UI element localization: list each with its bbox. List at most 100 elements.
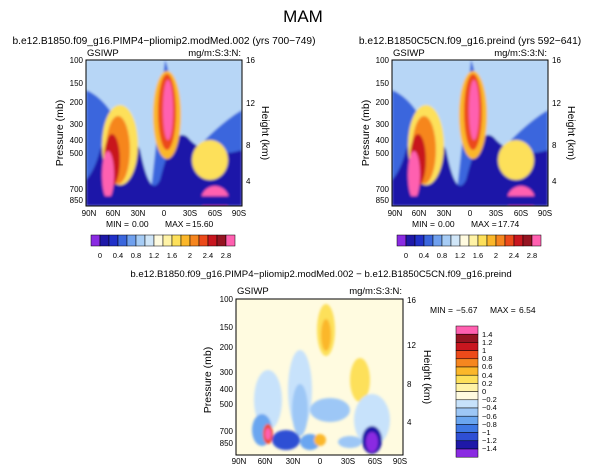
colorbar-swatch [455,391,479,401]
x-tick: 90S [393,457,407,466]
colorbar-swatch [108,234,119,247]
height-tick: 8 [552,141,557,150]
y-tick: 400 [376,136,390,145]
colorbar-swatch [171,234,182,247]
colorbar-swatch [455,383,479,392]
y-axis-label-right: Height (km) [565,106,577,160]
field-plot [86,60,242,206]
colorbar-swatch [423,234,434,247]
colorbar-label: 0.2 [482,379,492,388]
y-tick: 500 [70,149,84,158]
colorbar-label: 2.4 [203,251,213,260]
panel-title: b.e12.B1850.f09_g16.PIMP4−pliomip2.modMe… [13,36,316,47]
colorbar-swatch [99,234,110,247]
min-label: MIN = [430,305,453,315]
y-tick: 150 [70,79,84,88]
colorbar-label: 2.4 [509,251,519,260]
units-label: mg/m:S:3:N: [349,286,402,297]
var-label: GSIWP [237,286,269,297]
max-label: MAX = [165,219,191,229]
units-label: mg/m:S:3:N: [188,48,241,59]
min-label: MIN = [106,219,129,229]
colorbar-swatch [135,234,146,247]
y-axis-label-right: Height (km) [259,106,271,160]
colorbar-label: 0.4 [482,371,492,380]
colorbar-label: 1.6 [473,251,483,260]
colorbar-swatch [90,234,101,247]
var-label: GSIWP [393,48,425,59]
colorbar-swatch [216,234,227,247]
colorbar-label: −0.4 [482,403,497,412]
min-max-stats: MIN = −5.67 MAX = 6.54 [430,305,536,315]
y-ticks: 100 150 200 300 400 500 700 850 [70,56,84,205]
colorbar-swatch [153,234,164,247]
colorbar-label: 0.4 [419,251,429,260]
colorbar-label: 0 [482,387,486,396]
y-tick: 850 [220,439,234,448]
y-tick: 500 [220,400,234,409]
colorbar-label: 0.6 [482,362,492,371]
colorbar-swatch [455,366,479,376]
colorbar-swatch [455,448,479,458]
colorbar-swatch [189,234,200,247]
colorbar-swatch [180,234,191,247]
colorbar-label: 0.8 [437,251,447,260]
colorbar-label: 2.8 [221,251,231,260]
colorbar-swatch [117,234,128,247]
colorbar-label: 0.8 [131,251,141,260]
y-ticks-right: 16 12 8 4 [552,56,561,186]
plot-frame [391,59,549,207]
colorbar-swatch [513,234,524,247]
colorbar-label: 1.6 [167,251,177,260]
colorbar-swatch [495,234,506,247]
colorbar-label: −1 [482,428,491,437]
field-plot [236,299,403,455]
y-tick: 150 [376,79,390,88]
x-ticks: 90N 60N 30N 0 30S 60S 90S [388,209,552,218]
colorbar-label: −0.2 [482,395,497,404]
colorbar-swatch [455,325,479,335]
colorbar-swatches [455,325,479,458]
colorbar-label: 2 [188,251,192,260]
y-ticks: 100 150 200 300 400 500 700 850 [220,295,234,448]
y-tick: 850 [70,196,84,205]
colorbar-label: −1.4 [482,444,497,453]
y-tick: 850 [376,196,390,205]
colorbar-swatch [504,234,515,247]
colorbar-label: 1.2 [482,338,492,347]
colorbar-swatch [162,234,173,247]
x-tick: 60N [412,209,427,218]
colorbar-swatch [455,424,479,433]
colorbar-swatch [455,399,479,409]
y-tick: 400 [70,136,84,145]
colorbar-swatch [486,234,497,247]
y-axis-label: Pressure (mb) [360,100,372,167]
height-tick: 16 [552,56,561,65]
colorbar-swatch [455,350,479,360]
colorbar-label: −1.2 [482,436,497,445]
height-tick: 8 [407,380,412,389]
colorbar-swatch [396,234,407,247]
colorbar-label: −0.6 [482,412,497,421]
colorbar-swatch [126,234,137,247]
x-tick: 90S [538,209,552,218]
y-ticks: 100 150 200 300 400 500 700 850 [376,56,390,205]
plot-frame [85,59,243,207]
var-label: GSIWP [87,48,119,59]
colorbar-swatch [455,432,479,442]
colorbar-swatch [405,234,416,247]
x-tick: 90S [232,209,246,218]
x-ticks: 90N 60N 30N 0 30S 60S 90S [232,457,407,466]
panel-right: b.e12.B1850C5CN.f09_g16.preind (yrs 592−… [359,36,581,260]
colorbar-swatch [198,234,209,247]
y-tick: 700 [376,185,390,194]
panel-title: b.e12.B1850.f09_g16.PIMP4−pliomip2.modMe… [130,269,511,280]
colorbar: 0 0.4 0.8 1.2 1.6 2 2.4 2.8 [396,234,542,260]
y-tick: 400 [220,385,234,394]
x-tick: 90N [82,209,97,218]
y-tick: 300 [220,368,234,377]
colorbar-swatch [455,415,479,425]
colorbar-label: 0.4 [113,251,123,260]
colorbar-label: 1.2 [149,251,159,260]
